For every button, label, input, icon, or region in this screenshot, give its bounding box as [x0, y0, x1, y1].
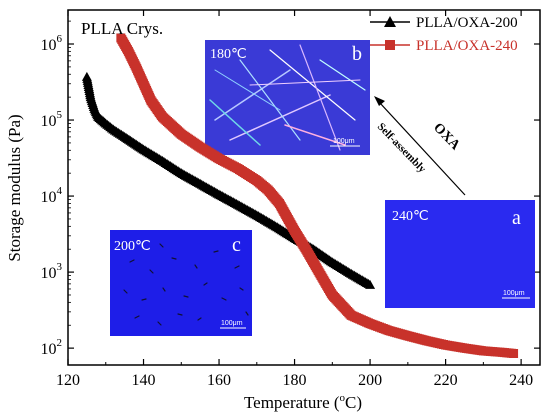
x-axis-title-degree: o [340, 392, 346, 404]
x-axis-title-text: Temperature ( [244, 393, 340, 412]
crystal-nuclei [119, 243, 249, 326]
series-layer [81, 33, 519, 358]
series-plla-oxa-240 [116, 33, 519, 358]
x-tick-label: 200 [358, 372, 382, 389]
x-axis: 120 140 160 180 200 220 240 [56, 10, 533, 389]
arrow-label-oxa: OXA [430, 120, 463, 153]
plot-frame [67, 9, 541, 366]
x-axis-title: Temperature (oC) [244, 392, 362, 412]
inset-b-letter: b [352, 43, 362, 65]
inset-b-micrograph: 180℃ b 100μm [205, 40, 370, 155]
inset-c-scalebar-label: 100μm [221, 320, 243, 327]
y-tick-label: 104 [41, 185, 63, 206]
y-tick-label: 103 [41, 261, 63, 282]
x-tick-label: 220 [434, 372, 458, 389]
data-point [509, 348, 519, 358]
x-tick-label: 180 [283, 372, 307, 389]
self-assembly-arrow: OXA Self-assembly [374, 96, 466, 196]
x-tick-label: 240 [509, 372, 533, 389]
x-tick-label: 120 [56, 372, 80, 389]
legend-label-oxa-200: PLLA/OXA-200 [416, 15, 518, 31]
y-tick-label: 102 [41, 337, 63, 358]
y-axis-title: Storage modulus (Pa) [5, 114, 24, 261]
y-axis: 102 103 104 105 106 [41, 20, 540, 358]
inset-b-temperature: 180℃ [210, 47, 247, 62]
legend: PLLA/OXA-200 PLLA/OXA-240 [370, 15, 518, 54]
x-tick-label: 140 [132, 372, 156, 389]
legend-item-oxa-240: PLLA/OXA-240 [370, 38, 518, 54]
sample-label: PLLA Crys. [81, 19, 163, 38]
data-point [365, 279, 376, 289]
inset-b-scalebar-label: 100μm [333, 138, 355, 145]
arrow-label-self-assembly: Self-assembly [375, 121, 429, 176]
y-tick-label: 106 [41, 33, 63, 54]
inset-a-micrograph: 240℃ a 100μm [385, 200, 535, 308]
inset-a-letter: a [512, 207, 521, 229]
legend-label-oxa-240: PLLA/OXA-240 [416, 38, 518, 54]
x-axis-title-unit: C) [345, 393, 362, 412]
y-tick-label: 105 [41, 109, 63, 130]
crystal-needles [209, 44, 366, 151]
legend-item-oxa-200: PLLA/OXA-200 [370, 15, 518, 31]
x-tick-label: 160 [207, 372, 231, 389]
inset-c-micrograph: 200℃ c 100μm [110, 230, 252, 336]
inset-a-scalebar-label: 100μm [503, 290, 525, 297]
inset-c-letter: c [232, 234, 241, 256]
inset-c-temperature: 200℃ [114, 239, 151, 254]
inset-a-temperature: 240℃ [392, 209, 429, 224]
